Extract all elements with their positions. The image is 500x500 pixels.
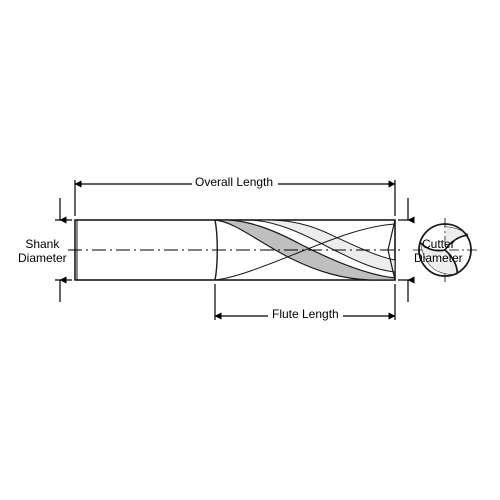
shank-diameter-line1: Shank: [25, 237, 59, 251]
flute-length-label: Flute Length: [272, 308, 339, 322]
shank-diameter-label: Shank Diameter: [18, 238, 67, 266]
tool-side-view: [68, 220, 402, 280]
shank-diameter-line2: Diameter: [18, 251, 67, 265]
cutter-diameter-label: Cutter Diameter: [414, 238, 463, 266]
end-mill-diagram: Overall Length Flute Length Shank Diamet…: [0, 0, 500, 500]
cutter-diameter-line2: Diameter: [414, 251, 463, 265]
cutter-diameter-line1: Cutter: [422, 237, 455, 251]
overall-length-label: Overall Length: [195, 176, 273, 190]
